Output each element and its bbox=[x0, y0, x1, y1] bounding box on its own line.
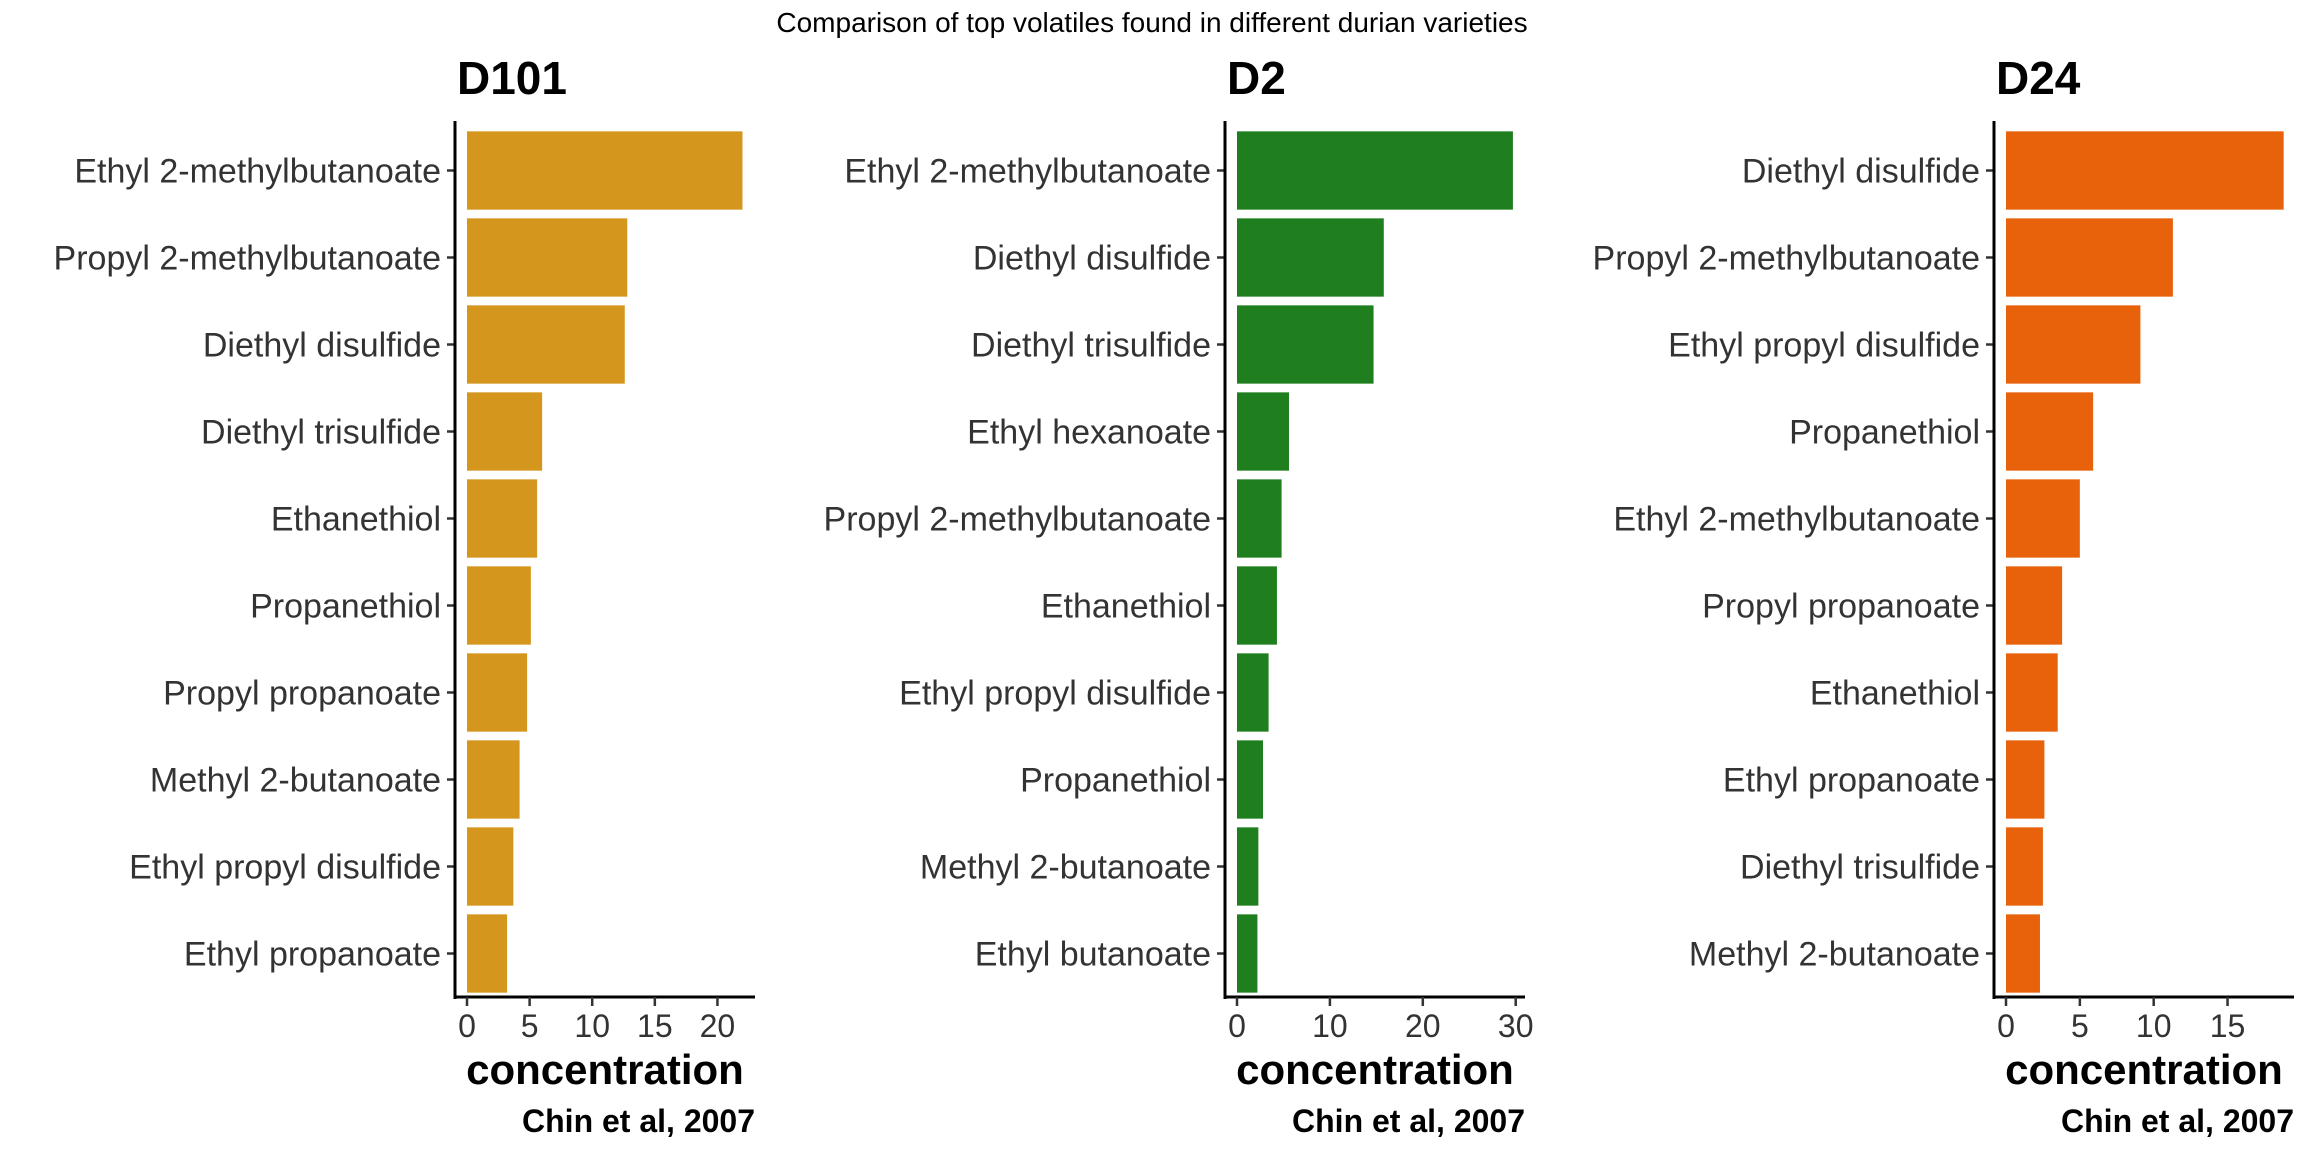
bar bbox=[2006, 305, 2141, 384]
category-label: Ethyl propanoate bbox=[1723, 762, 1980, 800]
category-label: Diethyl trisulfide bbox=[971, 327, 1211, 365]
bar bbox=[467, 566, 531, 645]
category-label: Ethyl propyl disulfide bbox=[129, 849, 441, 887]
bar bbox=[2006, 740, 2045, 819]
category-label: Ethyl 2-methylbutanoate bbox=[74, 153, 441, 191]
bar bbox=[467, 653, 528, 732]
category-label: Propyl 2-methylbutanoate bbox=[1593, 240, 1980, 278]
x-tick-label: 0 bbox=[458, 1008, 476, 1044]
x-axis-label: concentration bbox=[466, 1046, 744, 1093]
x-tick-label: 10 bbox=[2136, 1008, 2172, 1044]
category-label: Ethyl propyl disulfide bbox=[899, 675, 1211, 713]
category-label: Ethanethiol bbox=[1041, 588, 1211, 626]
x-tick-label: 0 bbox=[1228, 1008, 1246, 1044]
category-label: Diethyl disulfide bbox=[973, 240, 1211, 278]
bar bbox=[1237, 914, 1258, 993]
bar bbox=[467, 479, 538, 558]
x-tick-label: 30 bbox=[1498, 1008, 1534, 1044]
x-tick-label: 10 bbox=[574, 1008, 610, 1044]
panel-d101: D101 Ethyl 2-methylbutanoate Propyl 2-meth… bbox=[54, 52, 755, 1139]
panels: D101 Ethyl 2-methylbutanoate Propyl 2-meth… bbox=[54, 52, 2294, 1139]
category-label: Propyl propanoate bbox=[163, 675, 441, 713]
x-tick-label: 15 bbox=[2210, 1008, 2246, 1044]
category-label: Ethyl 2-methylbutanoate bbox=[1613, 501, 1980, 539]
category-label: Ethyl propyl disulfide bbox=[1668, 327, 1980, 365]
category-label: Propanethiol bbox=[250, 588, 441, 626]
x-tick-label: 5 bbox=[521, 1008, 539, 1044]
bar bbox=[467, 392, 543, 471]
category-label: Diethyl trisulfide bbox=[201, 414, 441, 452]
category-label: Methyl 2-butanoate bbox=[1689, 936, 1980, 974]
x-axis-label: concentration bbox=[1236, 1046, 1514, 1093]
bar bbox=[2006, 218, 2173, 297]
bar bbox=[467, 305, 625, 384]
bar bbox=[467, 827, 514, 906]
bar bbox=[467, 131, 743, 210]
x-tick-label: 20 bbox=[1405, 1008, 1441, 1044]
bar bbox=[1237, 305, 1374, 384]
bar bbox=[1237, 566, 1277, 645]
category-label: Ethyl butanoate bbox=[975, 936, 1211, 974]
x-axis-label: concentration bbox=[2005, 1046, 2283, 1093]
bar bbox=[1237, 218, 1384, 297]
x-tick-label: 15 bbox=[637, 1008, 673, 1044]
source-caption: Chin et al, 2007 bbox=[522, 1103, 755, 1139]
category-label: Propanethiol bbox=[1789, 414, 1980, 452]
bar bbox=[467, 740, 520, 819]
panel-title: D2 bbox=[1227, 52, 1286, 104]
category-label: Propyl 2-methylbutanoate bbox=[54, 240, 441, 278]
bar bbox=[1237, 392, 1290, 471]
bar bbox=[1237, 827, 1259, 906]
category-label: Ethanethiol bbox=[271, 501, 441, 539]
panel-title: D101 bbox=[457, 52, 567, 104]
bar bbox=[2006, 827, 2043, 906]
source-caption: Chin et al, 2007 bbox=[2061, 1103, 2294, 1139]
category-label: Ethanethiol bbox=[1810, 675, 1980, 713]
category-label: Diethyl trisulfide bbox=[1740, 849, 1980, 887]
bar bbox=[1237, 131, 1513, 210]
category-label: Propanethiol bbox=[1020, 762, 1211, 800]
panel-d24: D24 Diethyl disulfide Propyl 2-methylbutan… bbox=[1593, 52, 2294, 1139]
figure-title: Comparison of top volatiles found in dif… bbox=[776, 7, 1527, 38]
x-tick-label: 5 bbox=[2071, 1008, 2089, 1044]
x-tick-label: 20 bbox=[700, 1008, 736, 1044]
category-label: Ethyl 2-methylbutanoate bbox=[844, 153, 1211, 191]
category-label: Diethyl disulfide bbox=[1742, 153, 1980, 191]
bar bbox=[1237, 479, 1282, 558]
source-caption: Chin et al, 2007 bbox=[1292, 1103, 1525, 1139]
category-label: Ethyl propanoate bbox=[184, 936, 441, 974]
category-label: Methyl 2-butanoate bbox=[920, 849, 1211, 887]
bar bbox=[467, 914, 508, 993]
bar bbox=[467, 218, 628, 297]
category-label: Methyl 2-butanoate bbox=[150, 762, 441, 800]
bar bbox=[2006, 131, 2284, 210]
x-tick-label: 0 bbox=[1997, 1008, 2015, 1044]
x-tick-label: 10 bbox=[1312, 1008, 1348, 1044]
panel-d2: D2 Ethyl 2-methylbutanoate Diethyl disulfi… bbox=[824, 52, 1534, 1139]
bar bbox=[2006, 914, 2040, 993]
category-label: Ethyl hexanoate bbox=[967, 414, 1211, 452]
bar bbox=[1237, 740, 1264, 819]
bar bbox=[1237, 653, 1269, 732]
panel-title: D24 bbox=[1996, 52, 2081, 104]
bar bbox=[2006, 392, 2094, 471]
bar bbox=[2006, 566, 2063, 645]
bar bbox=[2006, 479, 2080, 558]
category-label: Propyl 2-methylbutanoate bbox=[824, 501, 1211, 539]
category-label: Propyl propanoate bbox=[1702, 588, 1980, 626]
category-label: Diethyl disulfide bbox=[203, 327, 441, 365]
bar bbox=[2006, 653, 2058, 732]
